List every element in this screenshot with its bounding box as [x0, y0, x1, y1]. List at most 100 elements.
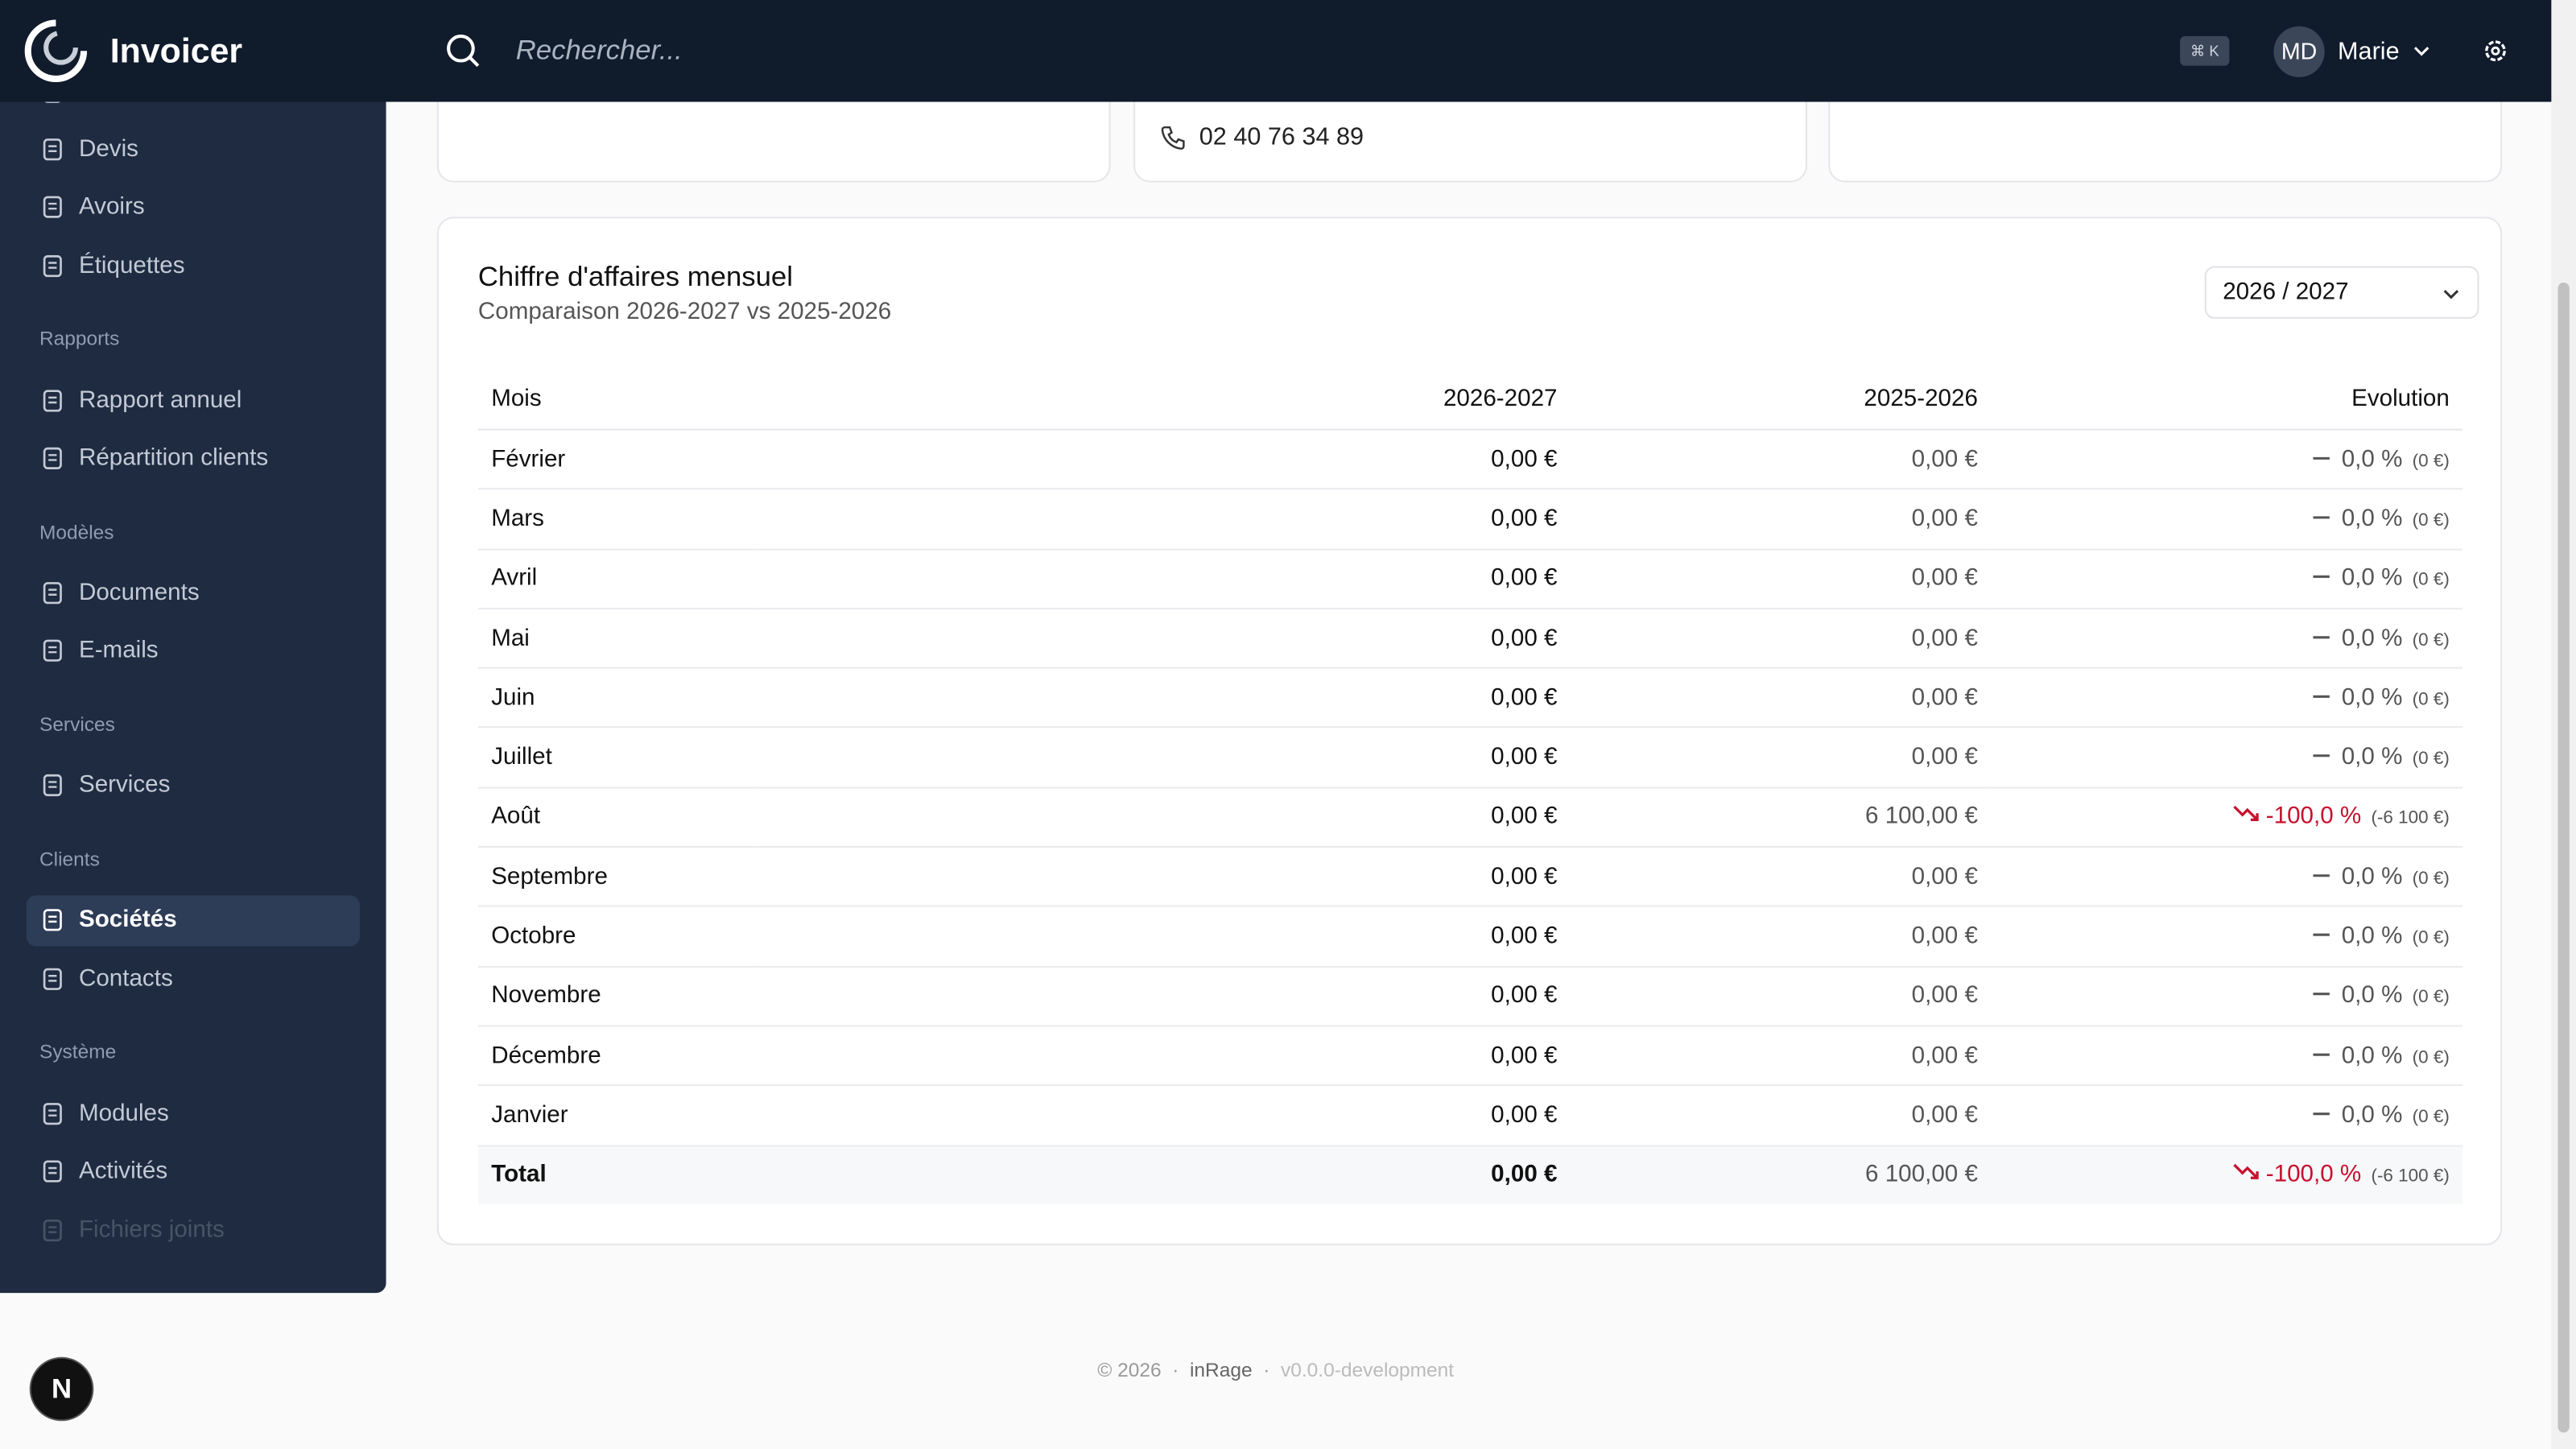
month: Juillet [477, 728, 756, 789]
nav-icon [43, 1160, 62, 1183]
revenue-card: Chiffre d'affaires mensuel Comparaison 2… [436, 217, 2503, 1245]
trend-flat-icon [2314, 456, 2330, 460]
dev-badge[interactable]: N [29, 1356, 94, 1422]
table-row: Février 0,00 €0,00 €0,0 % (0 €) [477, 429, 2463, 490]
evolution-delta: (0 €) [2412, 1047, 2450, 1067]
user-menu-chevron[interactable] [2412, 41, 2431, 60]
month: Avril [477, 548, 756, 609]
nav-icon [43, 447, 62, 470]
nav-item[interactable]: Services [27, 761, 360, 811]
evolution: 0,0 % (0 €) [1991, 728, 2463, 789]
evolution-delta: (0 €) [2412, 928, 2450, 948]
nav-item[interactable]: E-mails [27, 625, 360, 676]
nav-item[interactable]: Avoirs [27, 182, 360, 233]
current-value: 0,00 € [755, 667, 1571, 729]
month: Décembre [477, 1026, 756, 1087]
sidebar-nav: FacturesDevisAvoirsÉtiquettesRapportsRap… [26, 66, 360, 1263]
nav-item[interactable]: Activités [27, 1146, 360, 1197]
month: Total [477, 1145, 756, 1204]
settings-button[interactable] [2483, 38, 2509, 64]
section-title: Modèles [39, 520, 114, 543]
nav-label: Contacts [78, 965, 173, 993]
current-value: 0,00 € [755, 787, 1571, 848]
table-row: Octobre 0,00 €0,00 €0,0 % (0 €) [477, 906, 2463, 968]
evolution: 0,0 % (0 €) [1991, 906, 2463, 968]
evolution-percent: -100,0 % [2265, 1162, 2362, 1188]
evolution: 0,0 % (0 €) [1991, 966, 2463, 1027]
nav-item[interactable]: Étiquettes [27, 240, 360, 291]
evolution-delta: (0 €) [2412, 451, 2450, 471]
month: Août [477, 787, 756, 848]
nav-label: Devis [78, 136, 138, 163]
trend-flat-icon [2314, 1112, 2330, 1116]
table-row: Janvier 0,00 €0,00 €0,0 % (0 €) [477, 1085, 2463, 1146]
nav-item[interactable]: Contacts [27, 953, 360, 1004]
section-title: Rapports [39, 327, 120, 351]
previous-value: 0,00 € [1570, 906, 1992, 968]
evolution-delta: (0 €) [2412, 510, 2450, 531]
evolution-delta: (0 €) [2412, 630, 2450, 650]
evolution: 0,0 % (0 €) [1991, 429, 2463, 490]
evolution: 0,0 % (0 €) [1991, 608, 2463, 669]
evolution-delta: (-6 100 €) [2371, 1166, 2450, 1187]
month: Janvier [477, 1085, 756, 1146]
previous-value: 0,00 € [1570, 667, 1992, 729]
month: Novembre [477, 966, 756, 1027]
nav-icon [43, 910, 62, 932]
version: v0.0.0-development [1280, 1358, 1455, 1382]
nav-icon [43, 774, 62, 797]
evolution-percent: 0,0 % [2341, 446, 2403, 473]
footer: © 2026 · inRage · v0.0.0-development [1097, 1358, 1455, 1382]
table-row: Août 0,00 €6 100,00 € -100,0 % (-6 100 €) [477, 787, 2463, 848]
avatar[interactable]: MD [2273, 26, 2325, 77]
evolution-percent: -100,0 % [2265, 803, 2362, 831]
column-header: 2025-2026 [1570, 369, 1992, 431]
nav-icon [43, 138, 62, 161]
scroll-thumb[interactable] [2557, 283, 2570, 1433]
search-icon [447, 34, 480, 68]
header-row: Mois 2026-2027 2025-2026 Evolution [477, 369, 2463, 431]
current-value: 0,00 € [755, 1145, 1571, 1204]
nav-item[interactable]: Rapport annuel [27, 375, 360, 426]
nav-label: Rapport annuel [78, 386, 242, 414]
nav-icon [43, 196, 62, 219]
nav-label: Services [78, 773, 171, 799]
nav-item[interactable]: Devis [27, 124, 360, 175]
trend-flat-icon [2314, 576, 2330, 579]
table-row: Décembre 0,00 €0,00 €0,0 % (0 €) [477, 1026, 2463, 1087]
select-chevron [2443, 290, 2459, 299]
evolution-percent: 0,0 % [2341, 863, 2403, 890]
nav-item[interactable]: Répartition clients [27, 433, 360, 484]
trend-flat-icon [2314, 516, 2330, 519]
trend-flat-icon [2314, 933, 2330, 936]
nav-item[interactable]: Documents [27, 568, 360, 618]
table-row: Avril 0,00 €0,00 €0,0 % (0 €) [477, 548, 2463, 609]
evolution: 0,0 % (0 €) [1991, 1085, 2463, 1146]
period-select[interactable]: 2026 / 2027 [2204, 266, 2479, 319]
app-name[interactable]: Invoicer [109, 32, 243, 71]
evolution: -100,0 % (-6 100 €) [1991, 787, 2463, 848]
column-header: Mois [477, 369, 756, 431]
search-input[interactable]: Rechercher... [515, 34, 683, 66]
evolution-percent: 0,0 % [2341, 625, 2403, 652]
table-row: Septembre 0,00 €0,00 €0,0 % (0 €) [477, 847, 2463, 908]
section-title: Services [39, 712, 115, 737]
trend-down-icon [2233, 806, 2260, 822]
section-title: Clients [39, 847, 100, 871]
evolution-delta: (0 €) [2412, 570, 2450, 591]
previous-value: 0,00 € [1570, 608, 1992, 669]
nav-item[interactable]: Sociétés [26, 895, 360, 947]
previous-value: 0,00 € [1570, 429, 1992, 490]
shortcut-hint: ⌘ K [2180, 35, 2230, 66]
nav-item[interactable]: Fichiers joints [27, 1204, 360, 1255]
table-row: Juillet 0,00 €0,00 €0,0 % (0 €) [477, 728, 2463, 789]
user-name[interactable]: Marie [2338, 37, 2400, 66]
nav-item[interactable]: Modules [27, 1088, 360, 1139]
current-value: 0,00 € [755, 608, 1571, 669]
phone: 02 40 76 34 89 [1160, 123, 1364, 151]
revenue-table: Mois 2026-2027 2025-2026 Evolution Février 0,… [477, 369, 2463, 1204]
previous-value: 0,00 € [1570, 548, 1992, 609]
evolution: 0,0 % (0 €) [1991, 489, 2463, 550]
evolution-percent: 0,0 % [2341, 565, 2403, 592]
